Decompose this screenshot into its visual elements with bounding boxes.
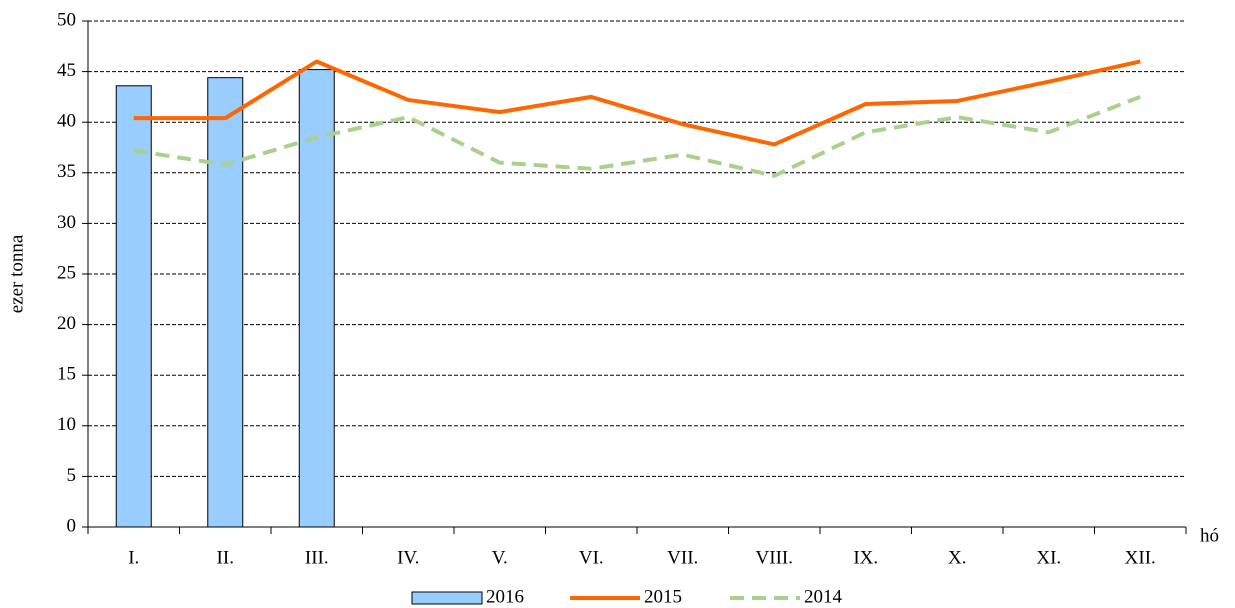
x-tick-label: XII. bbox=[1125, 547, 1156, 568]
x-axis-label: hó bbox=[1200, 525, 1219, 546]
y-tick-label: 50 bbox=[57, 9, 76, 30]
legend-label: 2016 bbox=[486, 586, 524, 607]
y-tick-label: 5 bbox=[67, 465, 77, 486]
x-tick-label: VIII. bbox=[756, 547, 793, 568]
y-tick-label: 45 bbox=[57, 60, 76, 81]
bar bbox=[207, 77, 244, 528]
y-tick-label: 20 bbox=[57, 313, 76, 334]
y-tick-label: 0 bbox=[67, 515, 77, 536]
y-tick-label: 40 bbox=[57, 111, 76, 132]
line bbox=[133, 95, 1141, 178]
x-tick-label: IV. bbox=[397, 547, 419, 568]
legend-label: 2015 bbox=[644, 586, 682, 607]
legend-label: 2014 bbox=[804, 586, 843, 607]
legend-swatch bbox=[411, 591, 483, 605]
y-tick-label: 30 bbox=[57, 212, 76, 233]
y-axis-label: ezer tonna bbox=[6, 234, 27, 313]
bar bbox=[298, 69, 335, 528]
x-tick-label: VI. bbox=[579, 547, 604, 568]
x-tick-label: V. bbox=[492, 547, 508, 568]
y-tick-label: 10 bbox=[57, 414, 76, 435]
x-tick-label: II. bbox=[217, 547, 234, 568]
bar bbox=[115, 85, 152, 528]
y-tick-label: 15 bbox=[57, 364, 76, 385]
x-tick-label: III. bbox=[305, 547, 329, 568]
x-tick-label: I. bbox=[128, 547, 139, 568]
y-tick-label: 25 bbox=[57, 262, 76, 283]
x-tick-label: X. bbox=[948, 547, 966, 568]
line bbox=[133, 59, 1141, 147]
x-tick-label: VII. bbox=[667, 547, 698, 568]
x-tick-label: IX. bbox=[853, 547, 878, 568]
x-tick-label: XI. bbox=[1036, 547, 1061, 568]
y-tick-label: 35 bbox=[57, 161, 76, 182]
